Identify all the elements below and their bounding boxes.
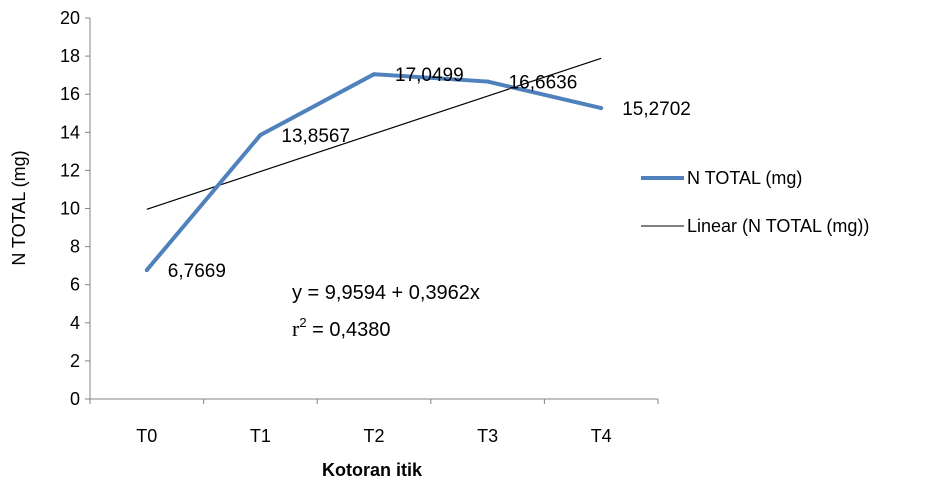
data-point xyxy=(144,268,149,273)
y-tick-label: 14 xyxy=(60,122,80,142)
data-labels: 6,7669 13,8567 17,0499 16,6636 15,2702 xyxy=(168,65,691,282)
legend-label-trendline: Linear (N TOTAL (mg)) xyxy=(687,216,869,236)
y-tick-label: 0 xyxy=(70,389,80,409)
legend-label-series: N TOTAL (mg) xyxy=(687,168,802,188)
data-label: 6,7669 xyxy=(168,261,226,282)
x-tick-label: T2 xyxy=(363,426,384,446)
series-line-n-total xyxy=(145,72,602,272)
x-tick-label: T3 xyxy=(477,426,498,446)
data-point xyxy=(485,79,490,84)
legend: N TOTAL (mg) Linear (N TOTAL (mg)) xyxy=(641,168,869,236)
y-tick-label: 4 xyxy=(70,313,80,333)
y-tick-label: 16 xyxy=(60,84,80,104)
y-tick-label: 6 xyxy=(70,275,80,295)
data-point xyxy=(258,133,263,138)
y-tick-label: 10 xyxy=(60,199,80,219)
y-tick-label: 18 xyxy=(60,46,80,66)
y-tick-label: 8 xyxy=(70,237,80,257)
data-label: 17,0499 xyxy=(395,65,464,86)
regression-equation: y = 9,9594 + 0,3962x xyxy=(292,282,480,304)
trendline-group xyxy=(146,57,602,210)
data-point xyxy=(599,106,604,111)
x-tick-label: T4 xyxy=(591,426,612,446)
regression-annotation: y = 9,9594 + 0,3962x r2 = 0,4380 xyxy=(292,282,480,341)
trendline-linear xyxy=(146,57,602,210)
data-point xyxy=(372,72,376,77)
x-tick-label: T0 xyxy=(136,426,157,446)
data-label: 16,6636 xyxy=(509,73,578,94)
r-squared-value: = 0,4380 xyxy=(307,319,391,341)
x-tick-label: T1 xyxy=(250,426,271,446)
axis-ticks: 0 2 4 6 8 10 12 14 16 18 20 T0 T1 T2 T3 T4 xyxy=(60,8,659,446)
y-axis-title: N TOTAL (mg) xyxy=(9,150,29,265)
data-label: 13,8567 xyxy=(281,126,350,147)
y-tick-label: 12 xyxy=(60,160,80,180)
y-tick-label: 2 xyxy=(70,351,80,371)
r-squared-exponent: 2 xyxy=(299,315,306,330)
r-squared-symbol: r xyxy=(292,316,300,341)
x-axis-title: Kotoran itik xyxy=(322,460,423,480)
series-group xyxy=(144,72,604,273)
r-squared-text: r2 = 0,4380 xyxy=(292,315,391,341)
y-tick-label: 20 xyxy=(60,8,80,28)
data-label: 15,2702 xyxy=(622,99,691,120)
